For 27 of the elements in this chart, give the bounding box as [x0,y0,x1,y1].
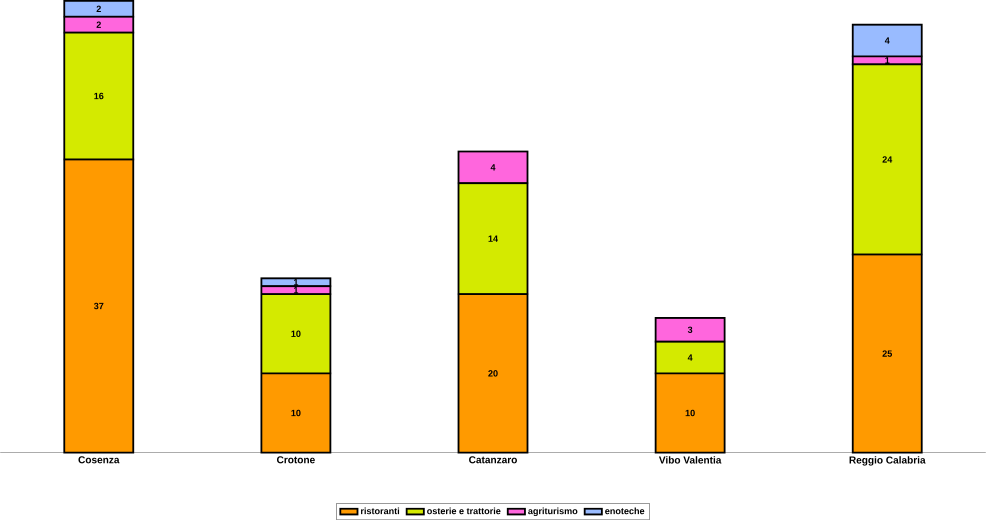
data-label: 1 [294,287,298,294]
x-tick-label: Reggio Calabria [850,456,926,466]
x-tick-label: Catanzaro [469,456,517,464]
data-label: 2 [96,22,101,28]
legend-label: ristoranti [361,508,400,514]
x-tick-label: Vibo Valentia [658,456,722,464]
data-label: 14 [488,236,498,242]
x-tick-label: Crotone [276,456,315,464]
data-label: 16 [94,92,104,100]
data-label: 3 [688,326,692,334]
data-label: 24 [882,156,892,163]
legend-label: agriturismo [528,508,578,516]
data-label: 1 [294,279,298,286]
legend-label: enoteche [605,508,644,514]
legend-label: osterie e trattorie [427,508,500,514]
x-tick-label: Cosenza [78,456,120,464]
data-label: 25 [882,350,892,357]
data-label: 4 [884,37,890,44]
data-label: 20 [488,370,498,377]
data-label: 4 [490,164,496,171]
data-label: 2 [96,6,101,12]
data-label: 1 [885,57,890,64]
data-label: 10 [686,410,695,416]
data-label: 37 [94,302,104,310]
data-label: 10 [291,330,301,338]
data-label: 4 [688,354,693,361]
data-label: 10 [291,410,301,416]
